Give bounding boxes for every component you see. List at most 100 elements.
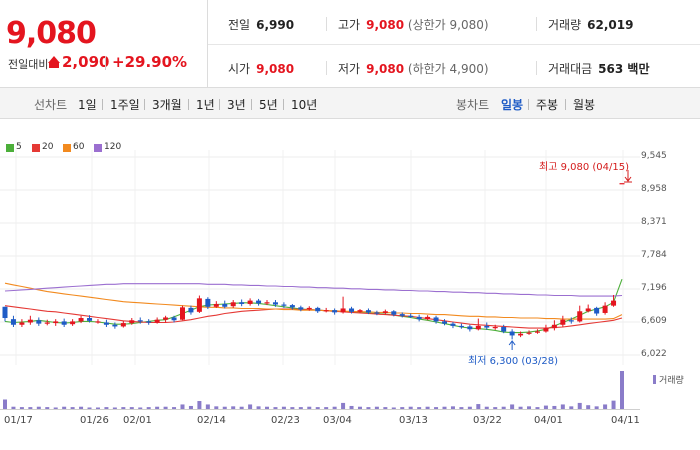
volume-legend: 거래량 bbox=[653, 373, 684, 386]
period-tab-1w[interactable]: 1주일 bbox=[110, 98, 140, 112]
legend-label: 120 bbox=[104, 142, 122, 152]
volume-chart bbox=[3, 371, 624, 409]
volume-bar bbox=[112, 407, 117, 409]
candle bbox=[391, 310, 397, 317]
quote-header: 9,080 전일대비 2,090 +29.90% 전일 6,990 고가 9,080… bbox=[0, 0, 700, 88]
volume-bar bbox=[501, 406, 506, 409]
volume-bar bbox=[172, 407, 177, 409]
volume-bar bbox=[290, 407, 295, 409]
period-tab-3y[interactable]: 3년 bbox=[227, 98, 246, 112]
legend-item-ma60: 60 bbox=[63, 142, 84, 152]
candle bbox=[289, 303, 295, 310]
volume-bar bbox=[11, 406, 16, 409]
candle bbox=[272, 300, 278, 307]
candle bbox=[382, 309, 388, 315]
change-percent: +29.90% bbox=[112, 53, 188, 71]
candle bbox=[53, 319, 59, 326]
divider bbox=[251, 99, 252, 110]
volume-bar bbox=[3, 399, 7, 409]
volume-bar bbox=[417, 407, 422, 409]
stat-low: 저가 9,080 (하한가 4,900) bbox=[338, 60, 489, 77]
x-tick-label: 03/04 bbox=[323, 415, 352, 426]
volume-bar bbox=[484, 406, 489, 409]
candle bbox=[501, 324, 507, 334]
volume-bar bbox=[408, 406, 413, 409]
candle bbox=[518, 331, 524, 338]
volume-bar bbox=[239, 406, 244, 409]
candle bbox=[332, 308, 338, 315]
x-tick-label: 01/17 bbox=[4, 415, 33, 426]
x-tick-label: 03/22 bbox=[473, 415, 502, 426]
y-tick-label: 9,545 bbox=[641, 151, 667, 161]
volume-bar bbox=[341, 402, 346, 409]
candle bbox=[112, 322, 118, 329]
up-arrow-icon-stem bbox=[49, 62, 59, 68]
volume-bar bbox=[36, 406, 41, 409]
volume-bar bbox=[45, 407, 50, 409]
period-tab-1y[interactable]: 1년 bbox=[196, 98, 215, 112]
volume-bar bbox=[467, 406, 472, 409]
volume-bar bbox=[146, 407, 151, 409]
candle bbox=[61, 318, 67, 328]
candle bbox=[222, 300, 228, 309]
divider bbox=[219, 99, 220, 110]
divider bbox=[536, 17, 537, 31]
candle bbox=[425, 315, 431, 321]
stat-volume: 거래량 62,019 bbox=[548, 16, 633, 33]
candle bbox=[602, 302, 608, 315]
volume-bar bbox=[603, 404, 608, 409]
candle-tab-weekly[interactable]: 주봉 bbox=[536, 98, 559, 112]
x-tick-label: 04/01 bbox=[534, 415, 563, 426]
candle bbox=[594, 306, 600, 316]
volume-bar bbox=[188, 405, 193, 409]
candle bbox=[146, 319, 152, 325]
period-tab-5y[interactable]: 5년 bbox=[259, 98, 278, 112]
candle bbox=[585, 304, 591, 313]
period-tab-3m[interactable]: 3개월 bbox=[152, 98, 182, 112]
price-chart bbox=[0, 150, 640, 365]
volume-bar bbox=[391, 407, 396, 409]
change-label: 전일대비 bbox=[8, 58, 49, 71]
volume-bar bbox=[383, 407, 388, 409]
volume-bar bbox=[281, 406, 286, 409]
period-tab-1d[interactable]: 1일 bbox=[78, 98, 97, 112]
volume-bar bbox=[53, 407, 58, 409]
candle bbox=[315, 306, 321, 313]
legend-swatch bbox=[94, 144, 102, 152]
volume-bar bbox=[222, 406, 227, 409]
x-tick-label: 01/26 bbox=[80, 415, 109, 426]
stat-value: 9,080 bbox=[366, 62, 405, 76]
candle bbox=[416, 314, 422, 322]
volume-legend-label: 거래량 bbox=[659, 376, 684, 386]
candle bbox=[87, 315, 93, 323]
x-tick-label: 02/01 bbox=[123, 415, 152, 426]
volume-bar bbox=[121, 407, 126, 409]
candle bbox=[179, 305, 185, 321]
stat-value: 62,019 bbox=[587, 18, 634, 32]
divider bbox=[326, 17, 327, 31]
candle bbox=[543, 324, 549, 333]
candle bbox=[408, 313, 414, 319]
candle bbox=[95, 319, 101, 324]
volume-bar bbox=[543, 405, 548, 409]
x-axis-line bbox=[0, 409, 640, 410]
candle-chart-label: 봉차트 bbox=[456, 98, 490, 112]
volume-swatch bbox=[653, 375, 656, 384]
y-tick-label: 8,958 bbox=[641, 184, 667, 194]
volume-bar bbox=[28, 407, 33, 409]
volume-bar bbox=[620, 371, 624, 409]
volume-bar bbox=[62, 406, 67, 409]
candle-tab-monthly[interactable]: 월봉 bbox=[573, 98, 596, 112]
candle-tab-daily[interactable]: 일봉 bbox=[501, 98, 524, 112]
candle bbox=[577, 305, 583, 323]
candle bbox=[78, 315, 84, 324]
candle bbox=[475, 318, 481, 331]
x-tick-label: 03/13 bbox=[399, 415, 428, 426]
volume-bar bbox=[594, 406, 599, 409]
volume-bar bbox=[357, 406, 362, 409]
period-tab-10y[interactable]: 10년 bbox=[291, 98, 318, 112]
volume-bar bbox=[205, 404, 210, 409]
volume-bar bbox=[535, 407, 540, 409]
candle bbox=[433, 315, 439, 324]
divider bbox=[105, 56, 106, 70]
